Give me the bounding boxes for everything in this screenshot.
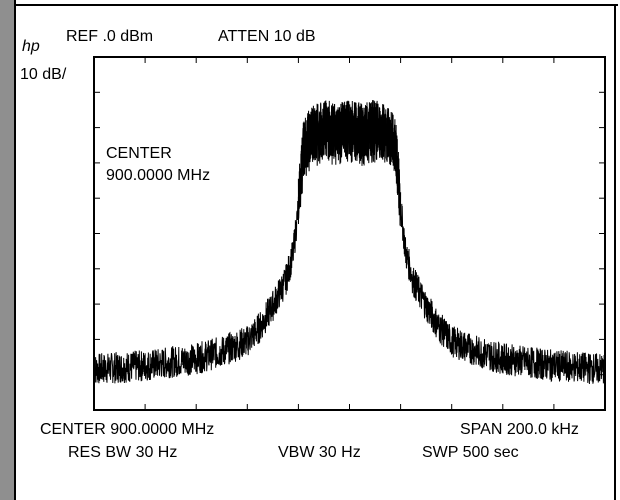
hp-logo: hp (22, 38, 40, 55)
res-bw-label: RES BW 30 Hz (68, 444, 178, 461)
span-label: SPAN 200.0 kHz (460, 421, 579, 438)
right-border (614, 4, 616, 500)
plot-frame (93, 56, 606, 411)
spectrum-trace-group (93, 100, 606, 385)
attenuation-label: ATTEN 10 dB (218, 28, 316, 45)
center-frequency-label: CENTER 900.0000 MHz (40, 421, 215, 438)
center-label-value: 900.0000 MHz (106, 167, 211, 184)
top-border (14, 4, 618, 6)
center-label-title: CENTER (106, 145, 172, 162)
scale-label: 10 dB/ (20, 66, 67, 83)
spectrum-trace-inband (297, 100, 402, 227)
left-bezel (0, 0, 16, 500)
sweep-time-label: SWP 500 sec (422, 444, 519, 461)
ref-level-label: REF .0 dBm (66, 28, 154, 45)
vbw-label: VBW 30 Hz (278, 444, 361, 461)
